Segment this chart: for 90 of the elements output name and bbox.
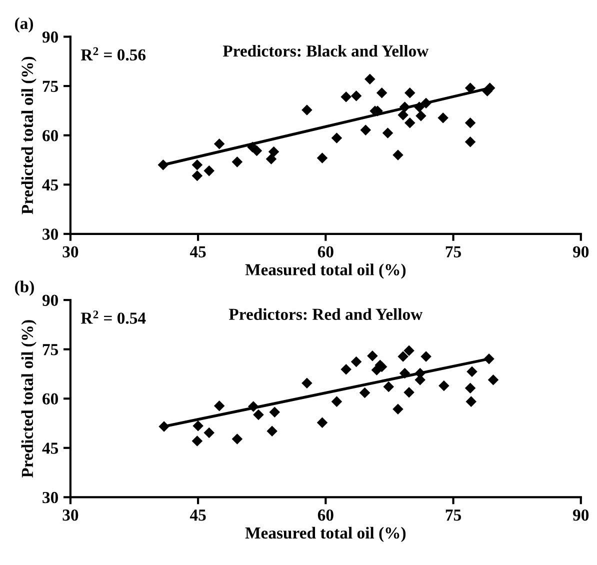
y-tick-label: 90 [42, 31, 58, 43]
x-tick-label: 30 [62, 246, 78, 258]
text: (a) [15, 17, 33, 32]
y-tick-label: 75 [42, 344, 58, 356]
point [484, 353, 494, 364]
point [376, 88, 388, 98]
point [392, 150, 404, 160]
x-tick-label: 60 [318, 246, 334, 258]
point [192, 420, 204, 432]
point [360, 124, 372, 136]
point [404, 88, 416, 98]
point [466, 396, 477, 407]
point [382, 128, 394, 138]
point [192, 436, 203, 446]
y-tick-label: 30 [42, 228, 58, 240]
point [420, 351, 432, 362]
point [359, 387, 370, 398]
point [464, 382, 476, 394]
x-tick-label: 90 [573, 509, 589, 521]
point [404, 117, 416, 128]
y-axis-title: Predicted total oil (%) [21, 320, 36, 478]
point [399, 368, 410, 379]
point [268, 146, 280, 158]
y-tick-label: 45 [42, 442, 58, 454]
y-tick-label: 60 [42, 130, 58, 142]
x-axis-title: Measured total oil (%) [245, 526, 406, 542]
point [232, 434, 243, 444]
point [266, 154, 277, 164]
point [340, 364, 352, 375]
point [192, 160, 203, 170]
point [266, 426, 278, 437]
x-tick-label: 30 [62, 509, 78, 521]
point [214, 138, 225, 150]
x-tick-label: 45 [190, 246, 206, 258]
x-tick-label: 45 [190, 510, 206, 521]
point [204, 427, 214, 438]
point [416, 110, 426, 122]
point [204, 165, 214, 176]
point [158, 160, 169, 170]
point [158, 421, 170, 432]
point [404, 345, 414, 356]
point [192, 170, 203, 182]
point [464, 117, 476, 128]
point [364, 74, 376, 84]
y-tick-label: 45 [42, 179, 58, 191]
point [404, 386, 414, 398]
point [466, 366, 478, 378]
point [214, 400, 225, 412]
x-tick-label: 75 [446, 510, 461, 521]
x-tick-label: 90 [573, 246, 589, 258]
x-tick-label: 75 [446, 246, 461, 258]
x-axis-title: Measured total oil (%) [245, 264, 406, 279]
point [331, 132, 342, 144]
point [253, 409, 264, 420]
point [398, 110, 408, 120]
y-axis-title: Predicted total oil (%) [21, 56, 36, 214]
point [269, 406, 280, 418]
annotation: R$^{2}$ = 0.54 [80, 310, 146, 324]
annotation: R$^{2}$ = 0.56 [80, 47, 146, 61]
point [248, 401, 259, 412]
point [350, 356, 362, 368]
point [367, 350, 378, 362]
point [464, 136, 476, 148]
y-tick-label: 75 [42, 80, 58, 92]
point [464, 82, 476, 94]
y-tick-label: 90 [42, 294, 58, 306]
text: (b) [15, 280, 34, 296]
point [302, 378, 312, 389]
chart-title: Predictors: Black and Yellow [222, 44, 429, 57]
point [488, 374, 499, 386]
y-tick-label: 60 [42, 393, 58, 405]
y-tick-label: 30 [42, 492, 58, 504]
point [420, 98, 432, 108]
point [438, 380, 450, 392]
point [316, 152, 328, 164]
point [232, 156, 243, 168]
point [398, 351, 408, 362]
point [302, 104, 312, 116]
chart-title: Predictors: Red and Yellow [228, 308, 423, 320]
point [350, 90, 362, 102]
point [392, 404, 404, 415]
point [316, 417, 328, 428]
point [414, 102, 425, 112]
point [438, 112, 448, 124]
point [331, 396, 342, 407]
point [383, 381, 394, 392]
point [340, 91, 352, 102]
point [251, 145, 262, 156]
point [399, 102, 410, 112]
x-tick-label: 60 [318, 509, 334, 521]
